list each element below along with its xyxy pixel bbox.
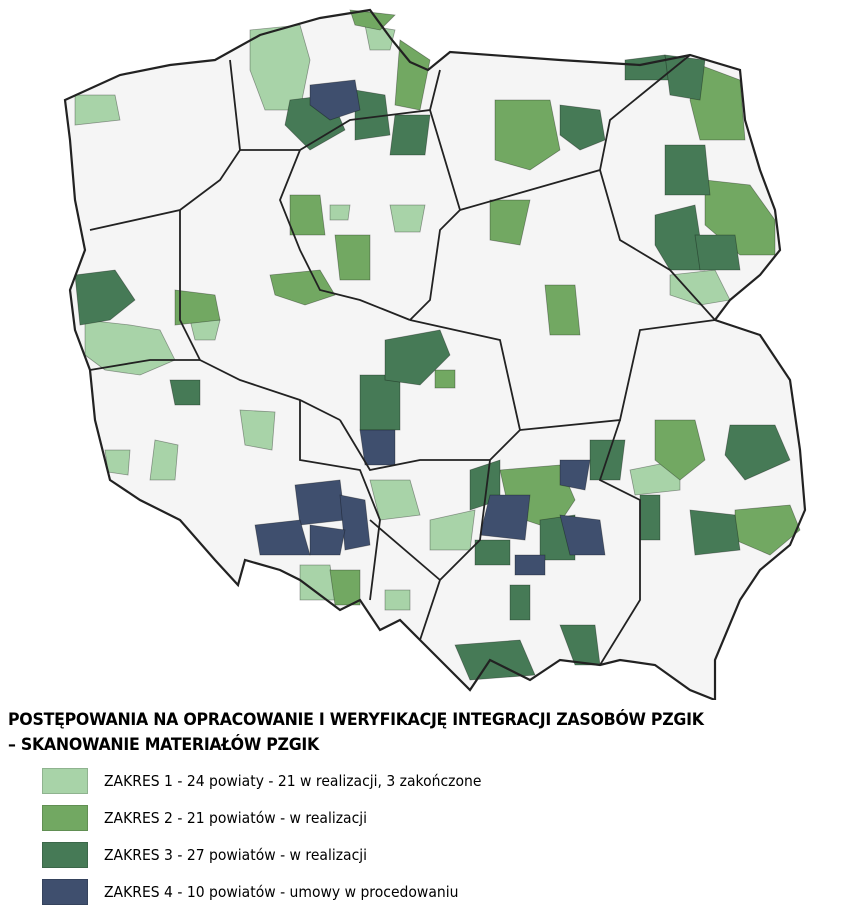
- powiat-zakres3: [664, 144, 711, 196]
- powiat-zakres4: [294, 479, 346, 526]
- powiat-zakres3: [509, 584, 531, 621]
- legend-item-zakres-1: ZAKRES 1 - 24 powiaty - 21 w realizacji,…: [42, 762, 523, 799]
- legend-swatch: [42, 878, 88, 905]
- powiat-zakres3: [474, 539, 511, 566]
- powiat-zakres3: [454, 639, 536, 681]
- legend-swatch: [42, 804, 88, 831]
- voivodeship-border: [369, 519, 441, 581]
- voivodeship-border: [599, 169, 716, 321]
- powiat-zakres3: [654, 204, 706, 271]
- powiat-zakres2: [544, 284, 581, 336]
- powiat-zakres3: [559, 104, 606, 151]
- powiat-zakres3: [74, 269, 136, 326]
- powiat-zakres1: [74, 94, 121, 126]
- powiat-zakres3: [724, 424, 791, 481]
- powiat-zakres1: [364, 24, 396, 51]
- powiat-zakres2: [654, 419, 706, 481]
- powiat-zakres3: [169, 379, 201, 406]
- legend-swatch: [42, 767, 88, 794]
- voivodeship-border: [89, 59, 241, 231]
- poland-map: [63, 8, 807, 700]
- voivodeship-border: [459, 54, 691, 211]
- powiat-zakres4: [339, 494, 371, 551]
- powiat-zakres4: [559, 514, 606, 556]
- powiat-zakres2: [269, 269, 336, 306]
- powiat-zakres2: [329, 569, 361, 606]
- powiat-zakres1: [384, 589, 411, 611]
- voivodeship-border: [279, 149, 411, 321]
- legend-item-zakres-3: ZAKRES 3 - 27 powiatów - w realizacji: [42, 836, 523, 873]
- powiat-zakres1: [389, 204, 426, 233]
- legend: ZAKRES 1 - 24 powiaty - 21 w realizacji,…: [42, 762, 523, 910]
- legend-swatch: [42, 841, 88, 868]
- powiat-zakres4: [559, 459, 591, 491]
- title-line-2: – SKANOWANIE MATERIAŁÓW PZGIK: [8, 735, 319, 755]
- voivodeship-border: [519, 319, 716, 431]
- powiat-zakres4: [309, 524, 346, 556]
- powiat-zakres2: [334, 234, 371, 281]
- legend-label: ZAKRES 3 - 27 powiatów - w realizacji: [104, 845, 367, 864]
- voivodeship-border: [409, 319, 521, 461]
- voivodeship-border: [339, 419, 490, 472]
- voivodeship-border: [89, 359, 200, 371]
- powiat-zakres2: [174, 289, 221, 326]
- voivodeship-border: [419, 459, 491, 641]
- powiat-zakres3: [354, 89, 391, 141]
- powiat-zakres3: [689, 509, 741, 556]
- powiat-zakres1: [369, 479, 421, 521]
- legend-item-zakres-2: ZAKRES 2 - 21 powiatów - w realizacji: [42, 799, 523, 836]
- legend-label: ZAKRES 2 - 21 powiatów - w realizacji: [104, 808, 367, 827]
- voivodeship-border: [409, 109, 462, 321]
- powiat-zakres3: [389, 114, 431, 156]
- legend-label: ZAKRES 1 - 24 powiaty - 21 w realizacji,…: [104, 771, 482, 790]
- voivodeship-border: [240, 69, 441, 151]
- legend-label: ZAKRES 4 - 10 powiatów - umowy w procedo…: [104, 882, 459, 901]
- powiat-zakres1: [669, 269, 731, 306]
- powiat-zakres2: [434, 369, 456, 389]
- powiat-zakres4: [254, 519, 311, 556]
- powiat-zakres4: [479, 494, 531, 541]
- powiat-zakres3: [664, 54, 706, 101]
- powiat-zakres2: [394, 39, 431, 111]
- legend-item-zakres-4: ZAKRES 4 - 10 powiatów - umowy w procedo…: [42, 873, 523, 910]
- powiat-zakres4: [514, 554, 546, 576]
- powiat-zakres1: [84, 319, 176, 376]
- powiat-zakres2: [289, 194, 326, 236]
- powiat-zakres1: [239, 409, 276, 451]
- powiat-zakres3: [694, 234, 741, 271]
- voivodeship-border: [179, 210, 341, 421]
- title-line-1: POSTĘPOWANIA NA OPRACOWANIE I WERYFIKACJ…: [8, 710, 704, 730]
- powiat-zakres4: [359, 429, 396, 466]
- powiat-zakres4: [309, 79, 361, 121]
- powiat-zakres1: [329, 204, 351, 221]
- powiat-zakres1: [149, 439, 179, 481]
- voivodeship-border: [598, 419, 641, 666]
- powiat-zakres3: [384, 329, 451, 386]
- powiat-zakres3: [639, 494, 661, 541]
- powiat-zakres2: [494, 99, 561, 171]
- powiat-zakres2: [489, 199, 531, 246]
- voivodeship-border: [299, 400, 381, 601]
- powiat-zakres2: [349, 9, 396, 31]
- map-title: POSTĘPOWANIA NA OPRACOWANIE I WERYFIKACJ…: [8, 708, 704, 758]
- powiat-zakres3: [359, 374, 401, 431]
